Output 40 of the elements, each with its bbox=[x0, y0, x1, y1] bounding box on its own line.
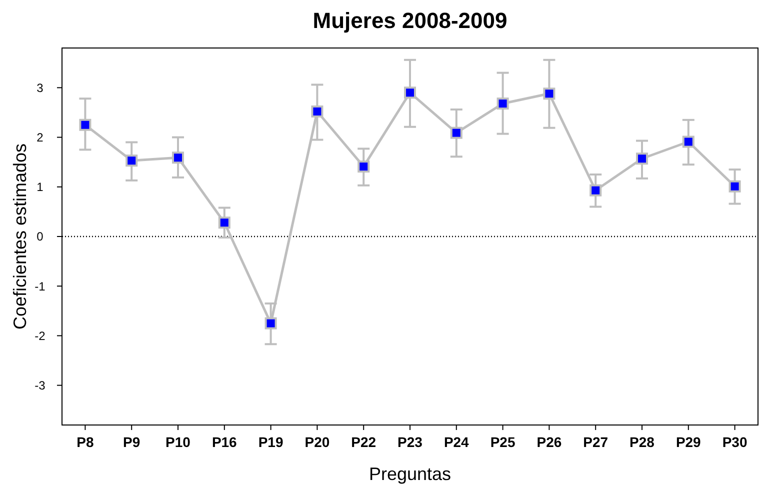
chart-title: Mujeres 2008-2009 bbox=[312, 8, 508, 33]
x-tick-label: P24 bbox=[444, 434, 470, 450]
x-tick-label: P29 bbox=[676, 434, 702, 450]
point bbox=[450, 126, 462, 139]
point bbox=[126, 154, 138, 167]
point bbox=[264, 317, 277, 330]
point bbox=[636, 152, 648, 165]
point bbox=[496, 98, 509, 110]
x-tick-label: P28 bbox=[630, 434, 655, 450]
x-tick-label: P20 bbox=[304, 434, 330, 450]
x-tick-label: P10 bbox=[166, 434, 191, 450]
x-axis-title: Preguntas bbox=[368, 464, 452, 484]
x-tick-label: P23 bbox=[398, 434, 423, 450]
y-tick-label: -2 bbox=[34, 328, 46, 343]
y-tick-label: 1 bbox=[36, 180, 44, 194]
point bbox=[404, 86, 416, 99]
x-tick-label: P27 bbox=[583, 434, 608, 450]
x-tick-label: P22 bbox=[351, 434, 376, 450]
point bbox=[311, 105, 324, 118]
point bbox=[218, 216, 230, 229]
y-axis-title: Coeficientes estimados bbox=[10, 143, 30, 330]
point bbox=[543, 88, 556, 100]
y-tick-label: -3 bbox=[34, 378, 46, 393]
y-tick-label: -1 bbox=[34, 279, 46, 294]
x-tick-label: P16 bbox=[212, 434, 238, 450]
point bbox=[682, 136, 694, 148]
y-tick-label: 3 bbox=[36, 80, 44, 95]
x-tick-label: P19 bbox=[258, 434, 284, 450]
x-tick-label: P25 bbox=[490, 434, 516, 450]
x-tick-label: P8 bbox=[76, 434, 94, 450]
x-tick-label: P26 bbox=[536, 434, 562, 450]
y-tick-label: 0 bbox=[36, 230, 44, 244]
point bbox=[590, 184, 602, 196]
x-tick-label: P30 bbox=[722, 434, 748, 450]
x-tick-label: P9 bbox=[123, 434, 140, 450]
point bbox=[172, 152, 184, 164]
y-tick-label: 2 bbox=[36, 130, 44, 144]
point bbox=[358, 160, 370, 173]
point bbox=[79, 118, 92, 131]
point bbox=[728, 180, 741, 192]
